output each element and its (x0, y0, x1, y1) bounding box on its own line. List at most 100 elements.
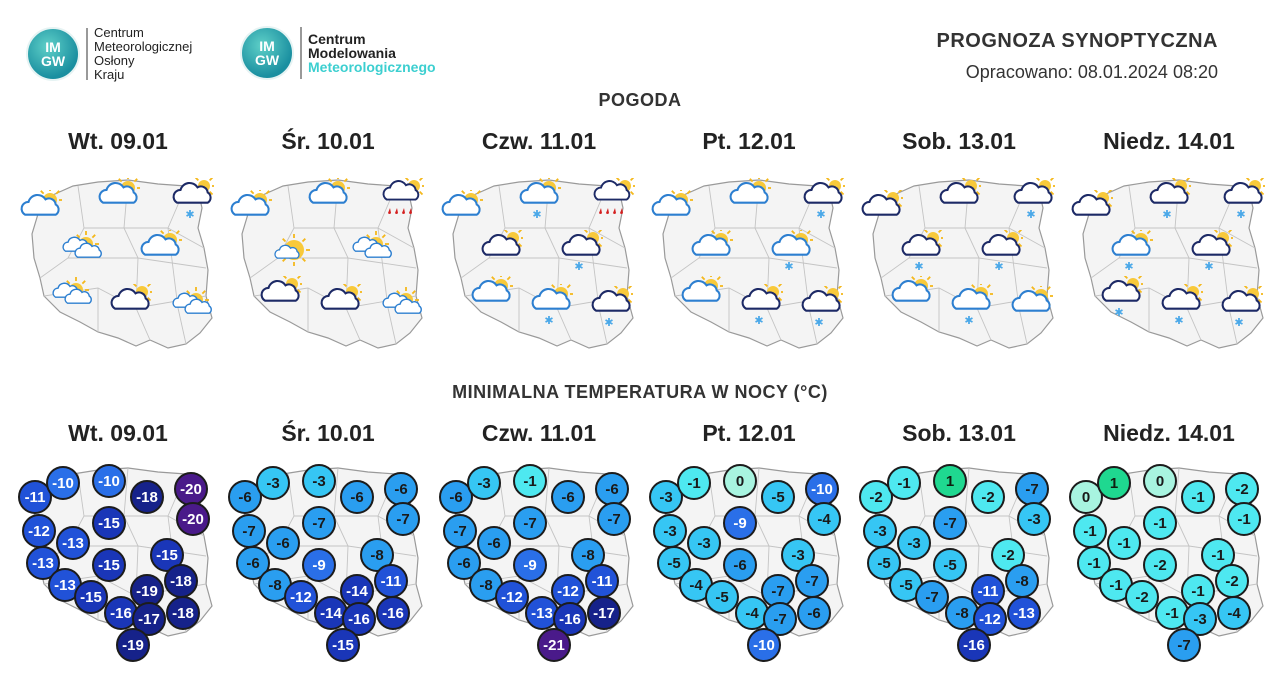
region-border (68, 257, 207, 269)
sun-clouds-icon (352, 231, 392, 258)
region-border (249, 185, 295, 279)
partly-cloudy-icon (140, 230, 182, 256)
temperature-marker: -4 (807, 502, 841, 536)
temperature-marker: -18 (166, 596, 200, 630)
temperature-marker: -6 (595, 472, 629, 506)
temperature-marker: -4 (679, 568, 713, 602)
cloudy-sun-icon (110, 284, 152, 310)
logo-line: Centrum (94, 25, 144, 40)
temperature-marker: -10 (92, 464, 126, 498)
temperature-marker: -20 (174, 472, 208, 506)
region-border (909, 257, 1048, 269)
temperature-marker: -1 (1077, 546, 1111, 580)
partly-cloudy-snow-icon: ✱ (771, 230, 813, 273)
temp-day-label: Śr. 10.01 (281, 420, 375, 446)
cloudy-sun-icon (481, 230, 523, 256)
logo-line: Centrum (308, 31, 366, 47)
partly-cloudy-icon (308, 178, 350, 204)
temperature-marker: -13 (26, 546, 60, 580)
partly-cloudy-icon (1011, 286, 1053, 312)
temperature-marker: -7 (302, 506, 336, 540)
svg-text:✱: ✱ (1114, 306, 1123, 319)
cloudy-sun-snow-icon: ✱ (1191, 230, 1233, 273)
temp-section-title: MINIMALNA TEMPERATURA W NOCY (°C) (452, 382, 828, 402)
temperature-marker: -11 (374, 564, 408, 598)
partly-cloudy-icon (98, 178, 140, 204)
temperature-marker: -1 (1181, 480, 1215, 514)
cloudy-sun-snow-icon: ✱ (981, 230, 1023, 273)
sun-clouds-icon (382, 287, 422, 314)
svg-text:✱: ✱ (964, 314, 973, 327)
weather-day-label: Sob. 13.01 (902, 128, 1016, 154)
temp-day-label: Wt. 09.01 (68, 420, 168, 446)
temperature-marker: -7 (915, 580, 949, 614)
cloudy-sun-snow-icon: ✱ (1101, 276, 1143, 319)
cloudy-sun-icon (1071, 190, 1113, 216)
temperature-marker: -6 (477, 526, 511, 560)
temperature-marker: -6 (340, 480, 374, 514)
temperature-marker: -15 (326, 628, 360, 662)
partly-cloudy-icon (441, 190, 483, 216)
svg-text:✱: ✱ (784, 260, 793, 273)
country-outline (872, 179, 1054, 349)
page-title: PROGNOZA SYNOPTYCZNA (936, 30, 1218, 52)
temperature-marker: -10 (747, 628, 781, 662)
temperature-marker: -7 (795, 564, 829, 598)
cloudy-sun-snow-icon: ✱ (741, 284, 783, 327)
temperature-marker: -3 (653, 514, 687, 548)
temperature-marker: -7 (513, 506, 547, 540)
country-outline (241, 179, 423, 349)
temperature-marker: -1 (677, 466, 711, 500)
temperature-marker: -19 (116, 628, 150, 662)
partly-cloudy-snow-icon: ✱ (531, 284, 573, 327)
cloudy-sun-snow-icon: ✱ (1223, 178, 1265, 221)
temperature-marker: -9 (302, 548, 336, 582)
temperature-marker: -21 (537, 628, 571, 662)
temperature-marker: -7 (1015, 472, 1049, 506)
temperature-marker: -6 (723, 548, 757, 582)
cmm-logo: IM GW Centrum Modelowania Meteorologiczn… (240, 26, 436, 80)
cmok-logo-text: Centrum Meteorologicznej Osłony Kraju (94, 26, 192, 82)
weather-day-label: Pt. 12.01 (702, 128, 796, 154)
temperature-marker: -3 (687, 526, 721, 560)
region-border (699, 257, 838, 269)
cloudy-sun-snow-icon: ✱ (1161, 284, 1203, 327)
region-border (489, 257, 628, 269)
temperature-marker: -17 (587, 596, 621, 630)
partly-cloudy-icon (729, 178, 771, 204)
svg-text:✱: ✱ (814, 316, 823, 329)
weather-day-label: Śr. 10.01 (281, 128, 375, 154)
temperature-marker: -1 (1073, 514, 1107, 548)
logo-separator (86, 28, 88, 80)
temperature-marker: 1 (933, 464, 967, 498)
svg-text:✱: ✱ (185, 208, 194, 221)
sun-clouds-icon (172, 287, 212, 314)
temperature-marker: -13 (56, 526, 90, 560)
temperature-marker: -4 (1217, 596, 1251, 630)
temperature-marker: -11 (18, 480, 52, 514)
temperature-marker: -6 (447, 546, 481, 580)
temperature-marker: -2 (1215, 564, 1249, 598)
temperature-marker: -9 (723, 506, 757, 540)
temperature-marker: -2 (971, 480, 1005, 514)
cloudy-sun-snow-icon: ✱ (172, 178, 214, 221)
weather-map (31, 179, 213, 349)
temperature-marker: 0 (1143, 464, 1177, 498)
sun-clouds-icon (52, 277, 92, 304)
temperature-marker: -10 (805, 472, 839, 506)
temperature-marker: -3 (897, 526, 931, 560)
temperature-marker: -10 (46, 466, 80, 500)
badge-top-text: IM (259, 38, 275, 54)
temperature-marker: -1 (1227, 502, 1261, 536)
cloudy-sun-snow-icon: ✱ (901, 230, 943, 273)
cloudy-sun-icon (939, 178, 981, 204)
svg-text:✱: ✱ (1204, 260, 1213, 273)
temperature-marker: -2 (1125, 580, 1159, 614)
badge-bottom-text: GW (254, 52, 280, 68)
svg-text:✱: ✱ (1124, 260, 1133, 273)
svg-text:✱: ✱ (1234, 316, 1243, 329)
region-border (278, 257, 417, 269)
temperature-marker: -5 (761, 480, 795, 514)
cloudy-sun-snow-icon: ✱ (803, 178, 845, 221)
temperature-marker: -7 (386, 502, 420, 536)
